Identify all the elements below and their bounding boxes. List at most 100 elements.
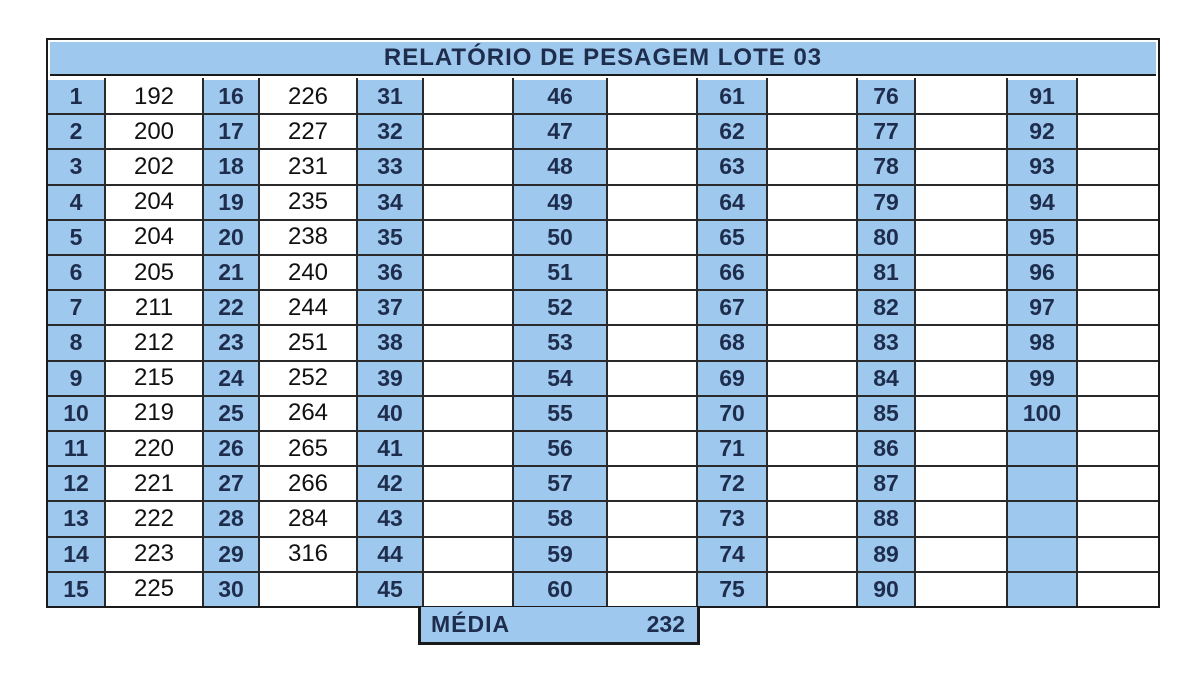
lot-number-cell: 65 (698, 220, 766, 254)
column-divider (1076, 78, 1078, 606)
lot-number-cell: 51 (514, 256, 606, 290)
lot-number-cell: 78 (858, 150, 914, 184)
weight-value-cell: 204 (133, 223, 175, 251)
lot-number-cell: 53 (514, 326, 606, 360)
row-divider (48, 218, 1158, 221)
lot-number-cell: 15 (48, 572, 104, 606)
lot-number-cell: 34 (358, 185, 422, 219)
weight-value-cell (916, 467, 1008, 500)
weight-value-cell: 235 (287, 188, 329, 216)
lot-number-cell: 30 (204, 572, 258, 606)
lot-number-cell: 36 (358, 256, 422, 290)
weight-value-cell (768, 256, 858, 289)
weight-value-cell (916, 538, 1008, 571)
lot-number-cell: 2 (48, 115, 104, 149)
lot-number-cell: 79 (858, 185, 914, 219)
weight-value-cell (424, 115, 514, 148)
lot-number-cell: 62 (698, 115, 766, 149)
row-divider (48, 254, 1158, 256)
weight-value-cell (768, 291, 858, 324)
lot-number-cell: 70 (698, 396, 766, 430)
lot-number-cell: 60 (514, 572, 606, 606)
row-divider (48, 148, 1158, 151)
weight-value-cell (916, 502, 1008, 535)
lot-number-cell: 29 (204, 537, 258, 571)
lot-number-cell: 88 (858, 502, 914, 536)
weight-value-cell (1078, 467, 1160, 500)
lot-number-cell: 3 (48, 150, 104, 184)
lot-number-cell: 6 (48, 256, 104, 290)
lot-number-cell: 5 (48, 220, 104, 254)
weight-value-cell (608, 467, 698, 500)
lot-number-cell: 99 (1008, 361, 1076, 395)
lot-number-cell: 10 (48, 396, 104, 430)
weight-value-cell (916, 186, 1008, 219)
lot-number-cell: 31 (358, 80, 422, 114)
lot-number-cell: 91 (1008, 80, 1076, 114)
column-divider (512, 78, 514, 606)
weight-value-cell: 251 (287, 328, 329, 356)
weight-value-cell: 202 (133, 152, 175, 180)
lot-number-cell: 9 (48, 361, 104, 395)
weight-value-cell (1078, 573, 1160, 606)
weight-value-cell: 266 (287, 469, 329, 497)
lot-number-cell: 40 (358, 396, 422, 430)
weight-value-cell (1078, 186, 1160, 219)
lot-number-cell: 67 (698, 291, 766, 325)
weight-value-cell (608, 397, 698, 430)
weight-value-cell (424, 467, 514, 500)
weight-value-cell (608, 573, 698, 606)
lot-number-cell: 66 (698, 256, 766, 290)
lot-number-cell: 59 (514, 537, 606, 571)
row-divider (48, 394, 1158, 397)
lot-number-cell: 77 (858, 115, 914, 149)
weight-value-cell (768, 150, 858, 183)
lot-number-cell: 42 (358, 467, 422, 501)
lot-number-cell: 25 (204, 396, 258, 430)
report-title-bar: RELATÓRIO DE PESAGEM LOTE 03 (50, 42, 1156, 76)
weight-value-cell (768, 397, 858, 430)
weight-value-cell: 265 (287, 434, 329, 462)
column-divider (1006, 78, 1008, 606)
lot-number-cell: 21 (204, 256, 258, 290)
lot-number-cell: 11 (48, 432, 104, 466)
lot-number-cell: 95 (1008, 220, 1076, 254)
lot-number-cell: 58 (514, 502, 606, 536)
weight-value-cell (424, 397, 514, 430)
weight-value-cell (916, 80, 1008, 113)
weight-value-cell (768, 186, 858, 219)
weight-value-cell (424, 80, 514, 113)
lot-number-cell: 52 (514, 291, 606, 325)
lot-number-cell: 63 (698, 150, 766, 184)
lot-number-cell: 22 (204, 291, 258, 325)
weight-value-cell (1078, 221, 1160, 254)
lot-number-cell: 32 (358, 115, 422, 149)
row-divider (48, 430, 1158, 432)
lot-number-cell: 75 (698, 572, 766, 606)
lot-number-cell: 81 (858, 256, 914, 290)
lot-number-cell: 86 (858, 432, 914, 466)
weight-value-cell (424, 573, 514, 606)
weighing-report-table: RELATÓRIO DE PESAGEM LOTE 03 1 192 2 200 3 20… (46, 38, 1160, 608)
weight-value-cell (768, 362, 858, 395)
weight-value-cell (608, 502, 698, 535)
weight-value-cell (768, 326, 858, 359)
lot-number-cell: 74 (698, 537, 766, 571)
lot-number-cell: 55 (514, 396, 606, 430)
lot-number-cell: 87 (858, 467, 914, 501)
weight-value-cell: 231 (287, 152, 329, 180)
lot-number-cell: 13 (48, 502, 104, 536)
weight-value-cell (424, 256, 514, 289)
weight-value-cell (424, 221, 514, 254)
lot-number-cell (1008, 432, 1076, 466)
lot-number-cell: 35 (358, 220, 422, 254)
weight-value-cell (916, 362, 1008, 395)
weight-value-cell: 215 (133, 364, 175, 392)
lot-number-cell: 12 (48, 467, 104, 501)
lot-number-cell: 48 (514, 150, 606, 184)
column-divider (356, 78, 358, 606)
average-label: MÉDIA (431, 611, 511, 637)
lot-number-cell: 24 (204, 361, 258, 395)
lot-number-cell: 23 (204, 326, 258, 360)
lot-number-cell: 45 (358, 572, 422, 606)
